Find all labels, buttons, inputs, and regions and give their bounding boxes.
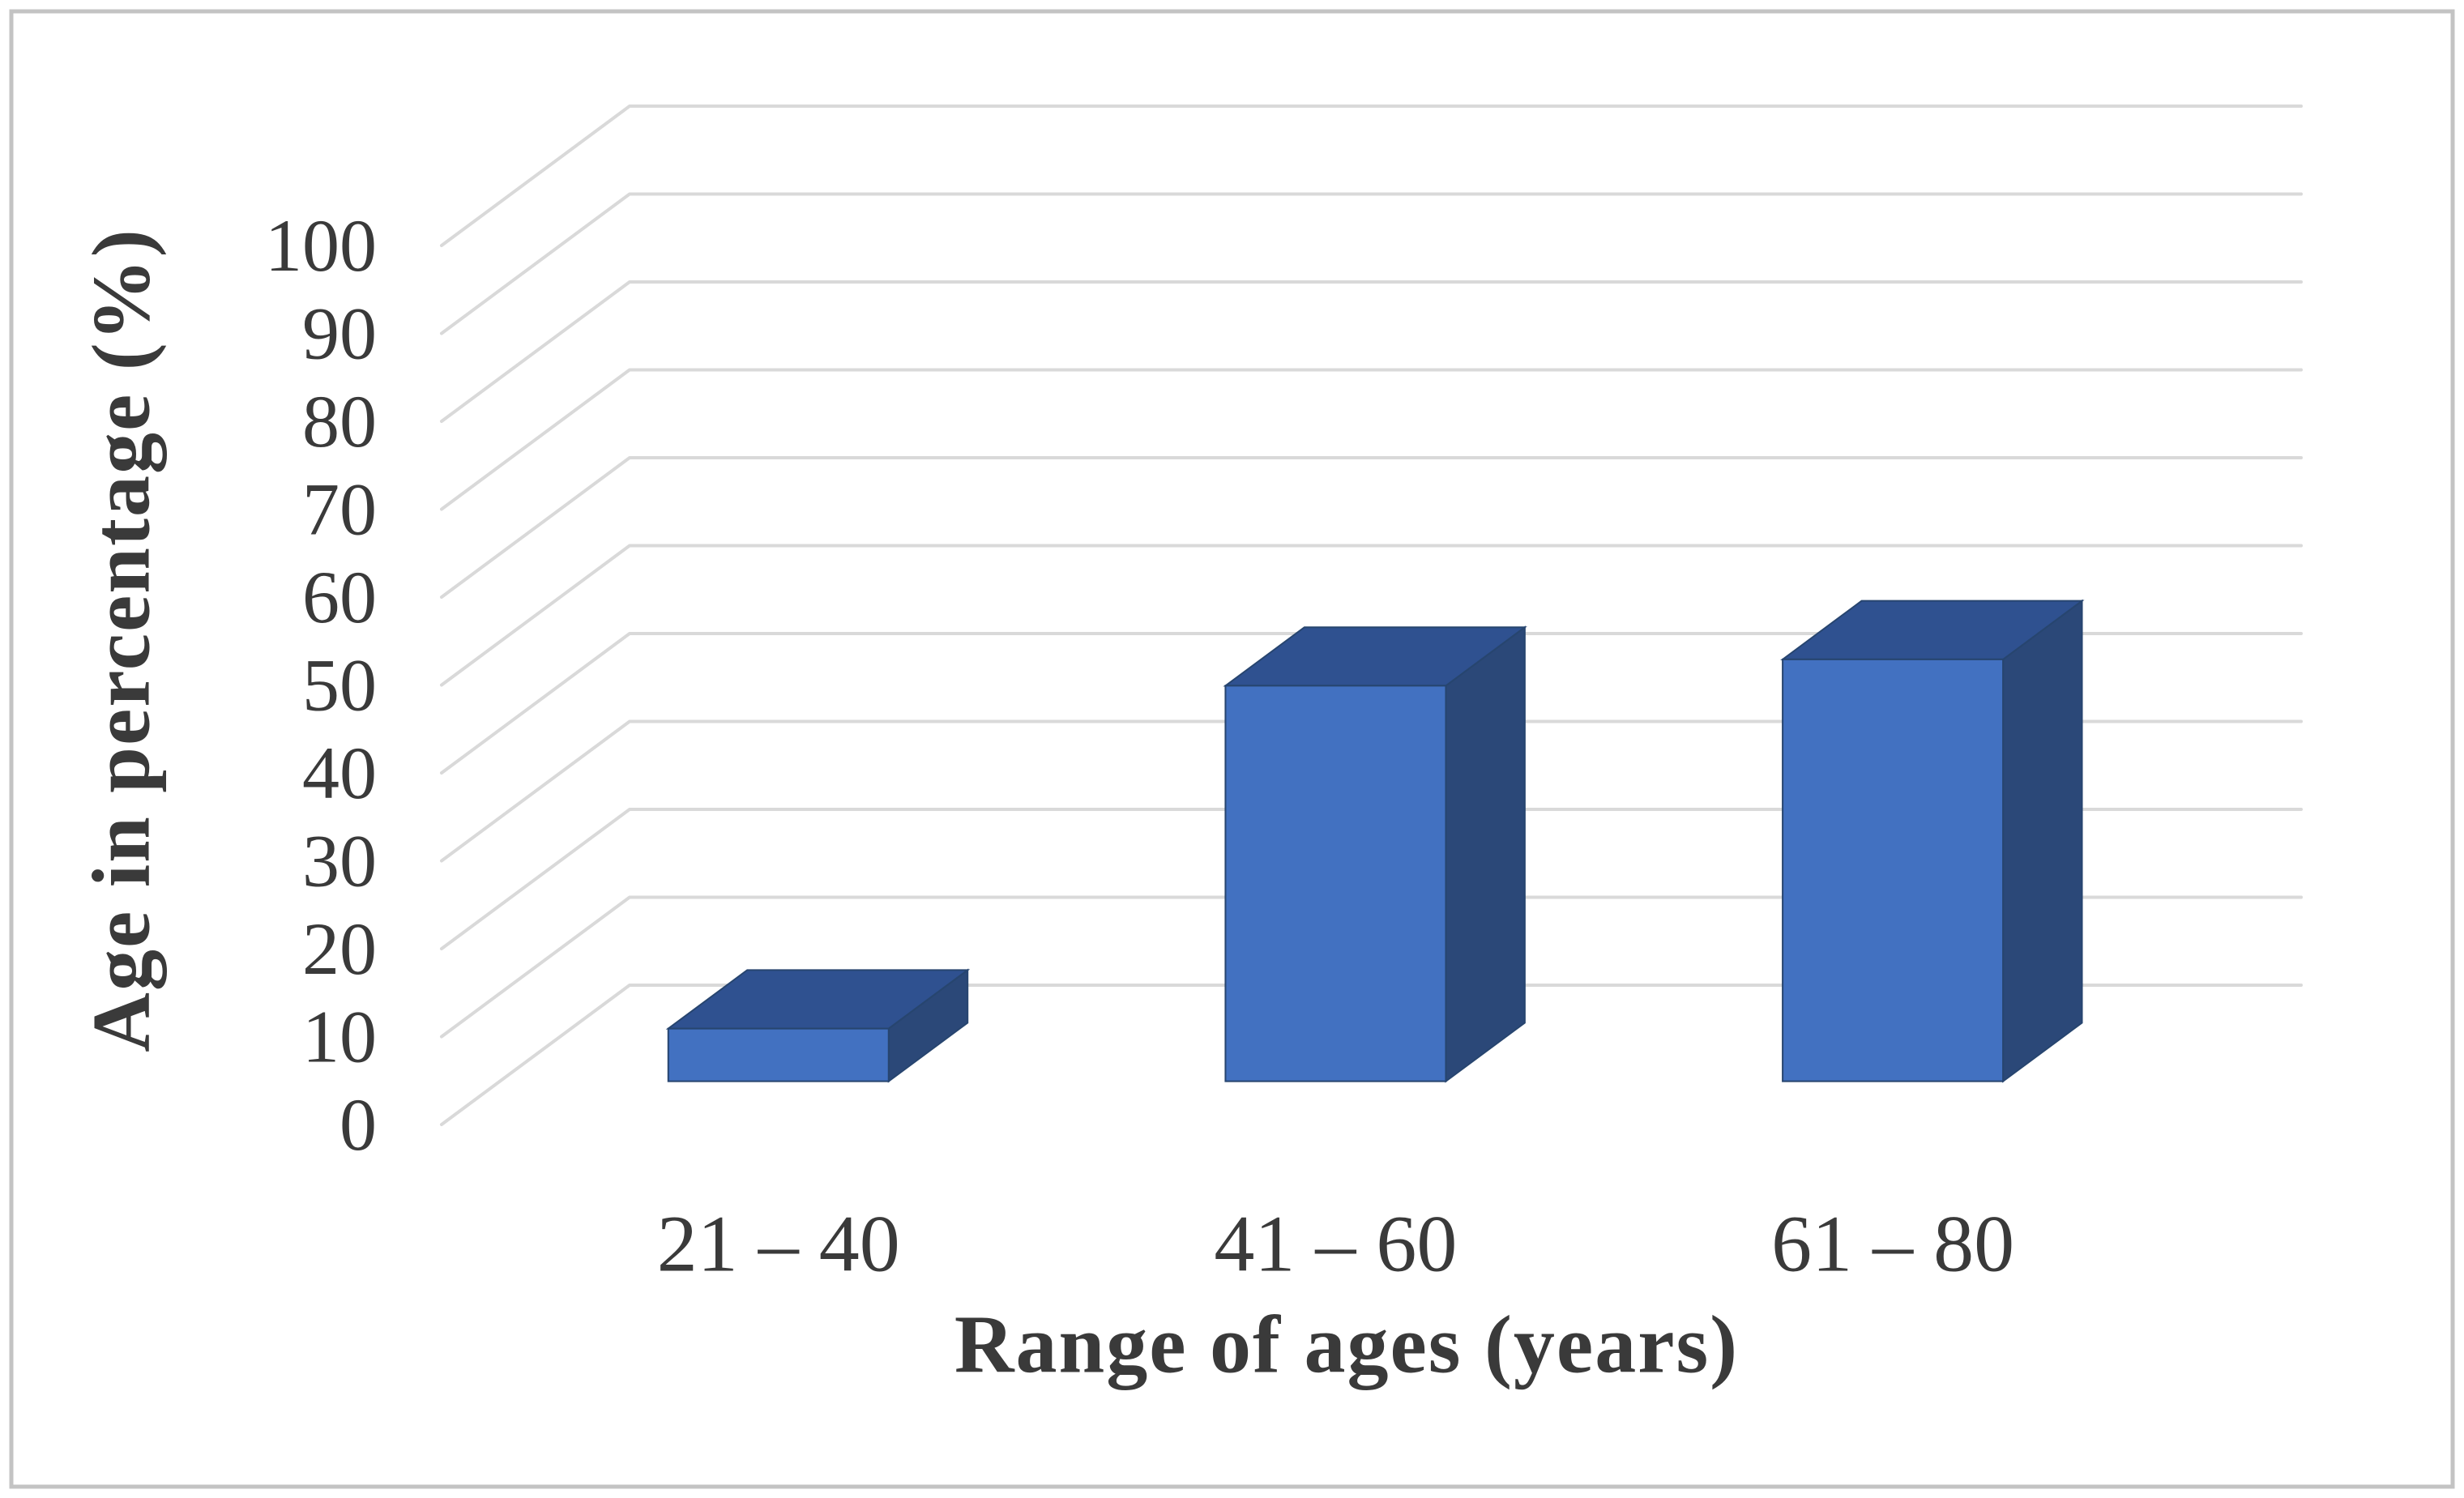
y-tick-label-10: 10 [302, 996, 377, 1078]
y-tick-label-90: 90 [302, 292, 377, 375]
x-category-label-61-80: 61 – 80 [1771, 1199, 2014, 1289]
y-tick-label-100: 100 [265, 204, 377, 287]
y-tick-label-40: 40 [302, 732, 377, 814]
gridline-10 [440, 895, 2303, 1039]
bars [665, 599, 2085, 1083]
x-axis-category-labels: 21 – 40 41 – 60 61 – 80 [657, 1199, 2014, 1289]
gridline-40 [440, 632, 2303, 775]
x-category-label-41-60: 41 – 60 [1214, 1199, 1457, 1289]
y-tick-label-80: 80 [302, 380, 377, 463]
bar-front-face [1782, 658, 2005, 1082]
gridline-50 [440, 544, 2303, 687]
gridline-80 [440, 280, 2303, 423]
gridlines [440, 105, 2303, 1126]
bar-front-face [667, 1027, 890, 1082]
y-tick-label-70: 70 [302, 468, 377, 551]
gridline-30 [440, 719, 2303, 863]
gridline-90 [440, 192, 2303, 335]
bar-41-60 [1223, 625, 1527, 1083]
x-axis-title: Range of ages (years) [954, 1300, 1739, 1391]
gridline-20 [440, 808, 2303, 950]
y-axis-title: Age in percentage (%) [76, 228, 168, 1052]
y-tick-label-50: 50 [302, 644, 377, 727]
x-category-label-21-40: 21 – 40 [657, 1199, 900, 1289]
bar-front-face [1224, 685, 1447, 1082]
y-tick-label-60: 60 [302, 556, 377, 638]
gridline-100 [440, 105, 2303, 247]
bar-side-face [2002, 599, 2083, 1083]
gridline-60 [440, 456, 2303, 599]
y-tick-label-20: 20 [302, 907, 377, 990]
gridline-0 [440, 984, 2303, 1126]
gridline-70 [440, 368, 2303, 511]
bar-21-40 [665, 968, 971, 1083]
bar-side-face [1445, 625, 1526, 1083]
bar-61-80 [1780, 599, 2085, 1083]
y-tick-label-30: 30 [302, 820, 377, 903]
y-tick-label-0: 0 [339, 1083, 377, 1166]
